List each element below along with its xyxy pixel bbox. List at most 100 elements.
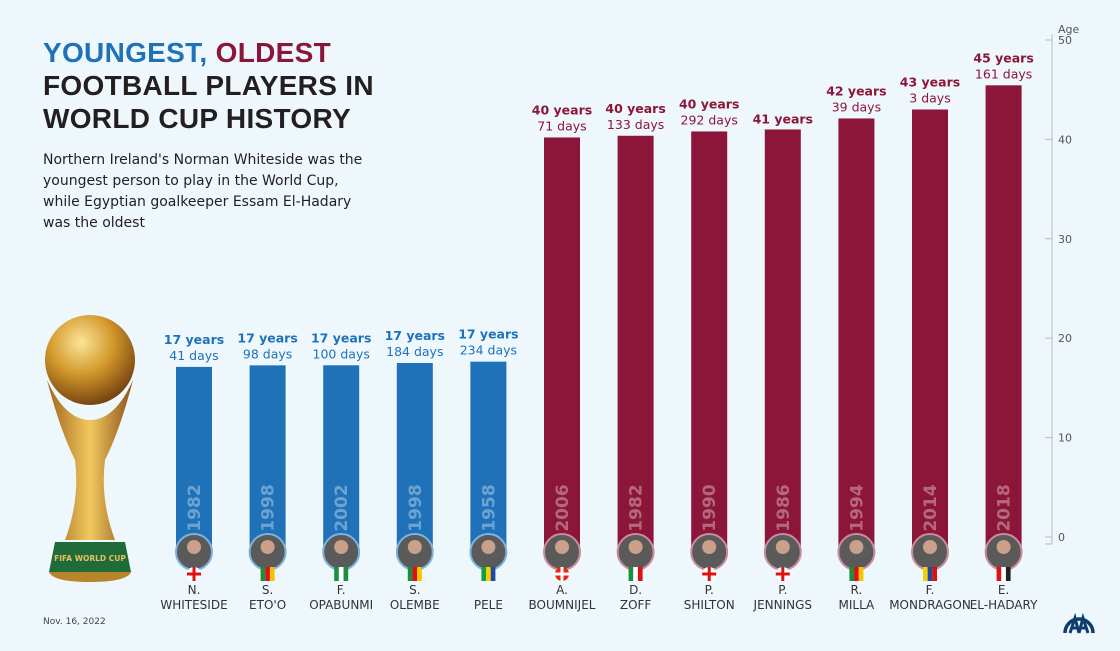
player-name-initial: P. bbox=[705, 583, 714, 597]
bar-oldest bbox=[617, 135, 654, 546]
data-label-years: 40 years bbox=[679, 96, 739, 111]
player-name-surname: EL-HADARY bbox=[970, 598, 1038, 612]
data-label-years: 42 years bbox=[826, 83, 886, 98]
y-tick-label: 30 bbox=[1058, 233, 1072, 246]
player-face bbox=[260, 540, 275, 554]
player-name-initial: A. bbox=[556, 583, 568, 597]
player-face bbox=[187, 540, 201, 554]
data-label-days: 41 days bbox=[169, 348, 218, 363]
player-name-initial: F. bbox=[926, 583, 935, 597]
y-tick-label: 20 bbox=[1058, 332, 1072, 345]
flag-brazil-icon bbox=[490, 567, 496, 581]
data-label-days: 292 days bbox=[681, 112, 738, 127]
player-face bbox=[849, 540, 864, 554]
bar-world-cup-year: 2014 bbox=[921, 484, 941, 531]
y-tick-label: 10 bbox=[1058, 432, 1072, 445]
flag-tunisia-icon bbox=[555, 572, 569, 576]
bar-oldest bbox=[764, 129, 801, 546]
player-face bbox=[407, 540, 422, 554]
flag-nigeria-icon bbox=[338, 567, 344, 581]
trophy-base bbox=[49, 542, 131, 572]
flag-colombia-icon bbox=[932, 567, 937, 581]
player-name-surname: OPABUNMI bbox=[309, 598, 373, 612]
data-label-years: 43 years bbox=[900, 74, 960, 89]
flag-cameroon-icon bbox=[260, 567, 266, 581]
player-name-surname: ETO'O bbox=[249, 598, 286, 612]
flag-northern-ireland-icon bbox=[187, 572, 201, 576]
flag-brazil-icon bbox=[486, 567, 491, 581]
bar-oldest bbox=[985, 85, 1022, 546]
flag-colombia-icon bbox=[927, 567, 933, 581]
data-label-days: 39 days bbox=[832, 99, 881, 114]
player-face bbox=[775, 540, 790, 554]
flag-cameroon-icon bbox=[269, 567, 275, 581]
data-label-days: 184 days bbox=[386, 344, 443, 359]
player-name-surname: ZOFF bbox=[620, 598, 652, 612]
player-name-surname: MONDRAGON bbox=[889, 598, 971, 612]
data-label-days: 234 days bbox=[460, 343, 517, 358]
flag-nigeria-icon bbox=[334, 567, 339, 581]
y-tick-label: 0 bbox=[1058, 531, 1065, 544]
player-face bbox=[923, 540, 937, 554]
bar-youngest bbox=[323, 365, 360, 546]
data-label-days: 98 days bbox=[243, 346, 292, 361]
publish-date: Nov. 16, 2022 bbox=[43, 617, 106, 627]
bar-world-cup-year: 1998 bbox=[406, 484, 426, 531]
player-name-surname: JENNINGS bbox=[753, 598, 813, 612]
flag-egypt-icon bbox=[1005, 567, 1011, 581]
y-axis-label: Age bbox=[1058, 23, 1080, 36]
bar-world-cup-year: 1982 bbox=[185, 484, 205, 531]
title-oldest: OLDEST bbox=[215, 37, 331, 68]
player-name-surname: WHITESIDE bbox=[160, 598, 227, 612]
bar-oldest bbox=[838, 118, 875, 546]
bar-world-cup-year: 1982 bbox=[627, 484, 647, 531]
player-name-initial: S. bbox=[409, 583, 420, 597]
bar-youngest bbox=[470, 361, 507, 546]
bar-oldest bbox=[912, 109, 948, 547]
bar-world-cup-year: 2002 bbox=[332, 484, 352, 531]
player-face bbox=[334, 540, 349, 554]
y-tick-label: 50 bbox=[1058, 34, 1072, 47]
player-face bbox=[702, 540, 717, 554]
bar-world-cup-year: 1986 bbox=[774, 484, 794, 531]
player-name-initial: S. bbox=[262, 583, 273, 597]
bar-oldest bbox=[544, 137, 580, 547]
data-label-years: 40 years bbox=[532, 102, 592, 117]
data-label-days: 3 days bbox=[909, 90, 950, 105]
data-label-years: 41 years bbox=[753, 111, 813, 126]
data-label-days: 100 days bbox=[313, 346, 370, 361]
bar-world-cup-year: 2018 bbox=[995, 484, 1015, 531]
flag-cameroon-icon bbox=[412, 567, 418, 581]
flag-italy-icon bbox=[637, 567, 643, 581]
data-label-days: 71 days bbox=[537, 118, 586, 133]
bar-world-cup-year: 1998 bbox=[259, 484, 279, 531]
bar-youngest bbox=[176, 366, 212, 546]
flag-cameroon-icon bbox=[417, 567, 422, 581]
player-name-initial: N. bbox=[188, 583, 201, 597]
chart-subtitle: Northern Ireland's Norman Whiteside was … bbox=[43, 152, 363, 231]
flag-cameroon-icon bbox=[858, 567, 864, 581]
player-face bbox=[996, 540, 1011, 554]
bar-world-cup-year: 1990 bbox=[700, 484, 720, 531]
flag-nigeria-icon bbox=[343, 567, 349, 581]
trophy-text: FIFA WORLD CUP bbox=[54, 554, 126, 563]
flag-italy-icon bbox=[633, 567, 638, 581]
bar-oldest bbox=[691, 131, 728, 547]
player-name-surname: OLEMBE bbox=[390, 598, 440, 612]
bar-world-cup-year: 1958 bbox=[479, 484, 499, 531]
bar-youngest bbox=[249, 365, 286, 546]
player-face bbox=[628, 540, 643, 554]
bar-youngest bbox=[396, 363, 433, 546]
player-name-surname: MILLA bbox=[839, 598, 876, 612]
data-label-years: 17 years bbox=[237, 330, 297, 345]
player-name-surname: BOUMNIJEL bbox=[529, 598, 596, 612]
data-label-years: 17 years bbox=[164, 332, 224, 347]
trophy-globe bbox=[45, 315, 135, 405]
data-label-days: 133 days bbox=[607, 117, 664, 132]
title-rest: FOOTBALL PLAYERS IN WORLD CUP HISTORY bbox=[43, 70, 374, 134]
flag-cameroon-icon bbox=[407, 567, 413, 581]
flag-england-icon bbox=[702, 572, 717, 576]
world-cup-trophy-icon: FIFA WORLD CUP bbox=[45, 315, 135, 582]
flag-brazil-icon bbox=[481, 567, 487, 581]
